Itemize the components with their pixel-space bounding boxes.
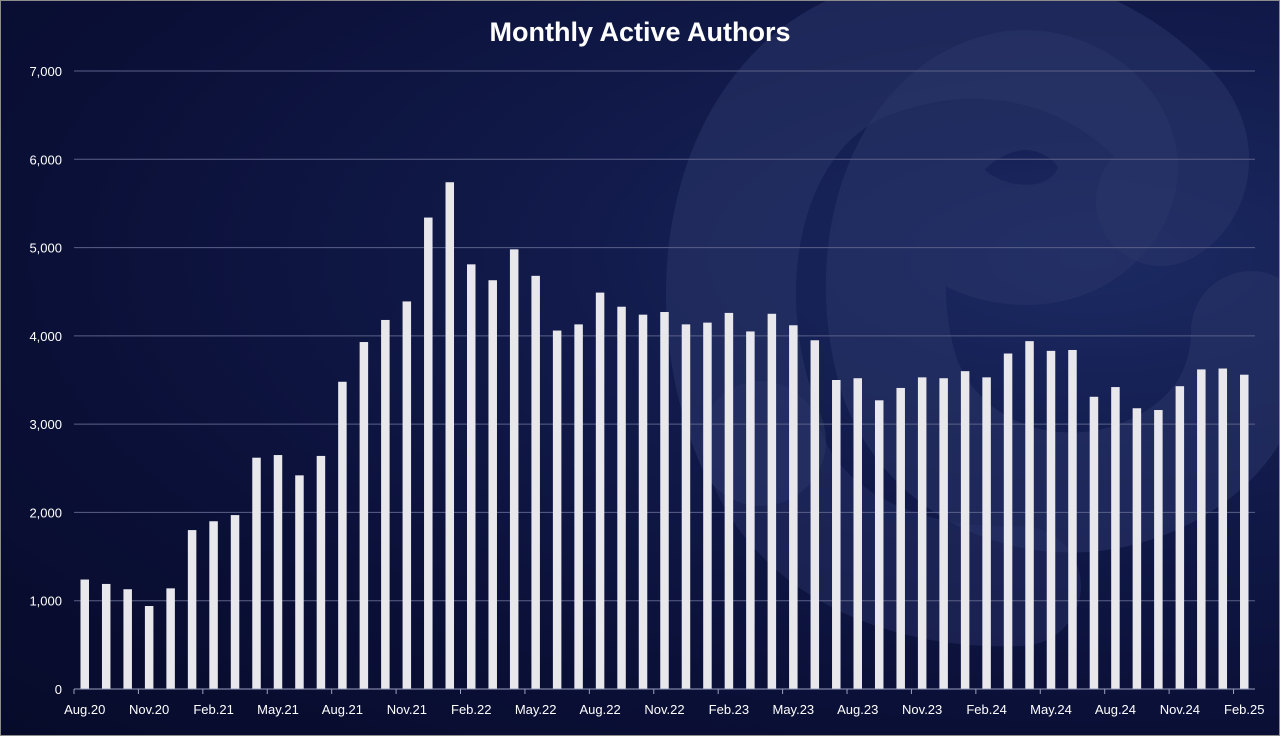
bar	[1046, 350, 1056, 689]
x-tick-label: May.22	[515, 702, 557, 717]
y-tick-label: 1,000	[29, 594, 62, 609]
bar	[144, 606, 154, 689]
bar	[681, 324, 691, 689]
bar	[295, 475, 304, 689]
x-tick-label: Nov.22	[644, 702, 684, 717]
bar	[230, 515, 240, 689]
y-axis-tick-labels: 0 1,000 2,000 3,000 4,000 5,000 6,000 7,000	[29, 64, 62, 697]
bar	[896, 387, 905, 689]
bar	[402, 301, 412, 689]
bar	[80, 579, 89, 689]
bar	[123, 589, 132, 689]
bar	[982, 377, 991, 689]
x-tick-label: May.24	[1030, 702, 1072, 717]
bar	[466, 264, 476, 689]
bar	[1175, 386, 1185, 689]
bar	[810, 340, 820, 689]
bar	[939, 378, 948, 689]
x-tick-label: May.21	[257, 702, 299, 717]
x-tick-label: Nov.20	[129, 702, 169, 717]
bar	[767, 313, 777, 689]
bars	[80, 182, 1249, 690]
bar	[209, 521, 218, 689]
y-tick-label: 5,000	[29, 241, 62, 256]
bar	[338, 381, 347, 689]
x-tick-label: Feb.23	[709, 702, 749, 717]
bar	[1111, 387, 1120, 689]
bar	[316, 455, 326, 689]
bar	[746, 331, 755, 689]
bar	[595, 292, 605, 689]
x-tick-label: Aug.21	[322, 702, 363, 717]
bar	[359, 342, 369, 689]
x-tick-label: Nov.23	[902, 702, 942, 717]
bar	[1218, 368, 1228, 689]
bar	[853, 378, 863, 689]
chart-title: Monthly Active Authors	[489, 17, 791, 47]
x-tick-label: Aug.24	[1095, 702, 1136, 717]
bar	[101, 583, 111, 689]
bar	[509, 249, 519, 689]
y-tick-label: 2,000	[29, 505, 62, 520]
x-tick-label: Feb.22	[451, 702, 491, 717]
bar	[832, 380, 841, 689]
bar	[917, 377, 927, 689]
y-tick-label: 4,000	[29, 329, 62, 344]
bar	[874, 400, 884, 689]
bar	[703, 322, 712, 689]
bar	[638, 314, 648, 689]
bar	[273, 455, 283, 689]
bar	[252, 457, 261, 689]
x-tick-label: Feb.24	[966, 702, 1006, 717]
x-tick-label: May.23	[773, 702, 815, 717]
x-tick-label: Feb.21	[193, 702, 233, 717]
x-tick-label: Aug.22	[579, 702, 620, 717]
y-tick-label: 3,000	[29, 417, 62, 432]
x-tick-label: Nov.21	[387, 702, 427, 717]
bar	[1003, 353, 1013, 689]
bar	[574, 324, 583, 689]
bar	[660, 312, 669, 689]
bar	[724, 312, 734, 689]
bar	[531, 275, 540, 689]
y-tick-label: 6,000	[29, 152, 62, 167]
bar	[445, 182, 455, 690]
x-tick-label: Feb.25	[1224, 702, 1264, 717]
bar	[1025, 341, 1034, 689]
x-tick-label: Aug.23	[837, 702, 878, 717]
y-tick-label: 0	[55, 682, 62, 697]
bar	[1068, 349, 1077, 689]
bar	[381, 319, 390, 689]
bar	[1132, 408, 1142, 689]
y-tick-label: 7,000	[29, 64, 62, 79]
bar	[1154, 410, 1163, 689]
bar	[187, 530, 197, 689]
bar	[1197, 369, 1206, 689]
bar	[1240, 374, 1249, 689]
bar	[552, 330, 562, 689]
x-tick-label: Aug.20	[64, 702, 105, 717]
bar	[960, 371, 970, 689]
bar	[1089, 396, 1099, 689]
bar	[488, 280, 497, 689]
x-tick-label: Nov.24	[1160, 702, 1200, 717]
bar	[617, 306, 626, 689]
bar	[166, 588, 175, 689]
bar	[424, 217, 433, 689]
bar	[789, 325, 798, 689]
x-axis: Aug.20 Nov.20 Feb.21 May.21 Aug.21 Nov.21 Feb.…	[64, 688, 1265, 717]
